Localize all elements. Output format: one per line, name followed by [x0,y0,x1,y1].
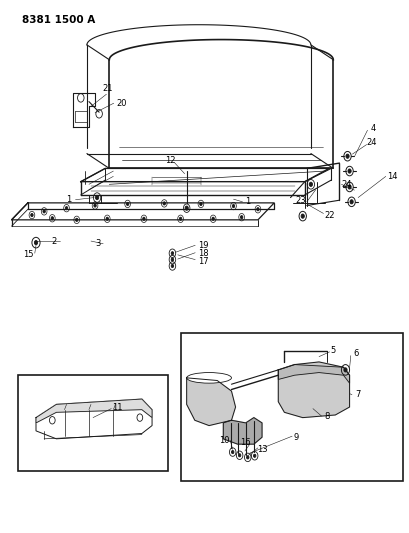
Circle shape [347,169,351,173]
Text: 24: 24 [366,139,376,148]
Text: 22: 22 [323,211,334,220]
Text: 8: 8 [324,411,329,421]
Text: 17: 17 [197,257,208,265]
Circle shape [349,200,353,204]
Circle shape [65,207,67,210]
Polygon shape [278,362,349,418]
Text: 4: 4 [370,124,375,133]
Text: 24: 24 [341,180,351,189]
Circle shape [171,252,173,255]
Text: 15: 15 [22,251,33,260]
Circle shape [142,217,145,220]
Circle shape [347,185,351,189]
Text: 21: 21 [102,84,112,93]
Circle shape [308,182,312,187]
Circle shape [43,210,45,213]
Text: 1: 1 [245,197,250,206]
Circle shape [211,217,214,220]
Circle shape [231,450,234,454]
Text: 23: 23 [294,196,305,205]
Bar [18,375,168,471]
Circle shape [232,205,234,208]
Circle shape [106,217,108,220]
Circle shape [343,368,346,372]
Text: 13: 13 [256,445,267,454]
Text: 16: 16 [239,438,249,447]
Circle shape [253,454,255,457]
Circle shape [34,240,38,245]
Circle shape [238,454,240,457]
Circle shape [163,202,165,205]
Text: 12: 12 [165,156,175,165]
Text: 10: 10 [219,436,229,445]
Text: 11: 11 [112,402,122,411]
Circle shape [51,216,54,220]
Text: 19: 19 [197,241,208,250]
Text: 8381 1500 A: 8381 1500 A [22,14,95,25]
Circle shape [171,264,173,268]
Circle shape [240,216,242,219]
Circle shape [95,196,99,200]
Text: 2: 2 [52,237,57,246]
Text: 20: 20 [116,99,126,108]
Circle shape [31,214,33,216]
Circle shape [345,154,348,158]
Text: 1: 1 [66,195,71,204]
Ellipse shape [186,373,231,383]
Text: 9: 9 [292,433,298,442]
Text: 5: 5 [330,346,335,355]
Circle shape [179,217,181,220]
Polygon shape [278,365,349,383]
Polygon shape [186,378,235,425]
Circle shape [126,203,128,206]
Bar [180,333,402,481]
Circle shape [256,208,258,211]
Text: 14: 14 [386,172,397,181]
Polygon shape [36,399,152,423]
Circle shape [75,218,78,221]
Circle shape [171,258,173,261]
Circle shape [184,206,188,211]
Text: 7: 7 [354,390,360,399]
Polygon shape [223,418,261,444]
Circle shape [94,204,96,207]
Text: 3: 3 [95,239,101,248]
Text: 18: 18 [197,249,208,258]
Text: 6: 6 [353,350,358,359]
Circle shape [199,203,202,206]
Circle shape [300,214,303,218]
Circle shape [246,456,248,459]
